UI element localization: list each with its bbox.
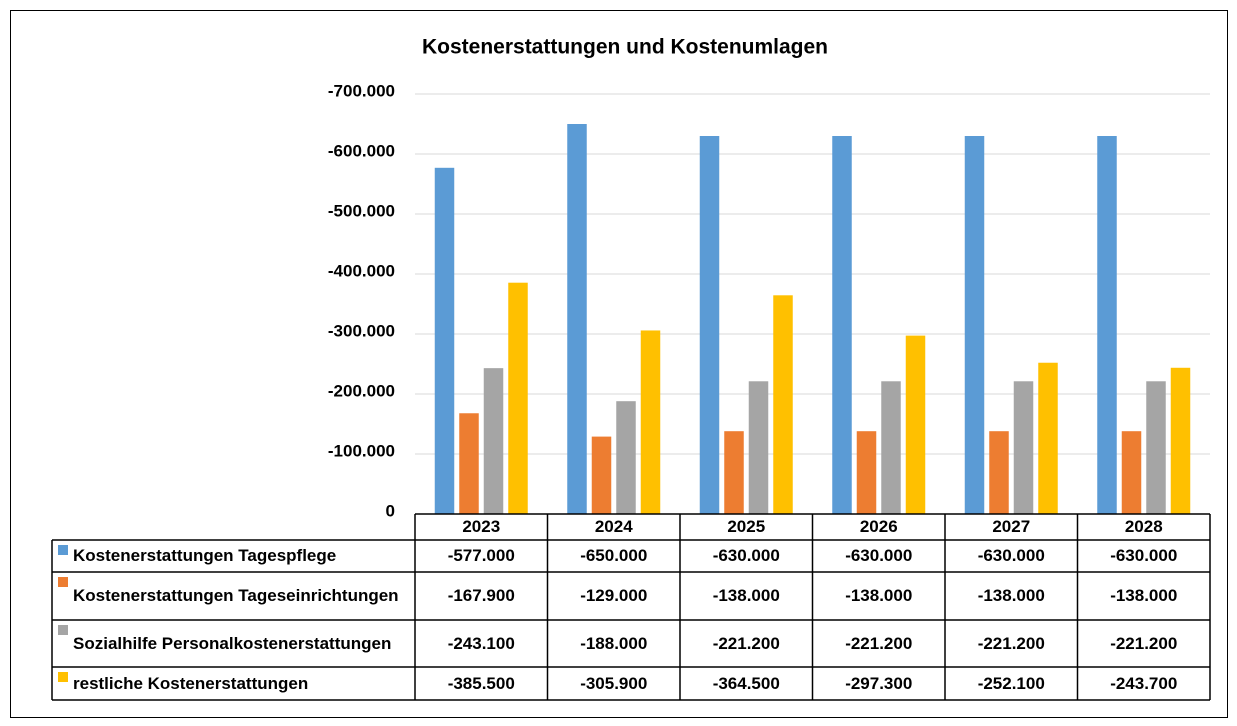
legend-entry: Kostenerstattungen Tageseinrichtungen [52, 572, 415, 620]
chart-title: Kostenerstattungen und Kostenumlagen [422, 36, 828, 59]
table-value: -138.000 [712, 586, 780, 605]
table-value: -221.200 [1110, 633, 1178, 653]
bar [964, 136, 985, 514]
bar [1121, 431, 1142, 514]
bar [508, 282, 528, 514]
table-value: -167.900 [447, 586, 515, 605]
table-value: -297.300 [845, 673, 913, 693]
bar [616, 401, 636, 514]
table-value: -138.000 [1110, 586, 1178, 605]
bar [459, 413, 479, 514]
table-value: -577.000 [447, 546, 515, 565]
table-value: -305.900 [580, 673, 648, 693]
legend-label: Kostenerstattungen Tagespflege [73, 546, 337, 565]
table-value: -630.000 [977, 546, 1045, 565]
bar [989, 431, 1009, 514]
legend-swatch [58, 545, 68, 555]
x-tick-label: 2027 [992, 517, 1031, 536]
table-value: -243.100 [447, 633, 515, 653]
bar [748, 381, 769, 514]
bar [1170, 367, 1191, 514]
legend-entry: restliche Kostenerstattungen [52, 667, 415, 700]
bar [1097, 136, 1117, 514]
x-tick-label: 2023 [462, 517, 501, 536]
y-tick-label: -500.000 [328, 201, 395, 220]
table-value: -129.000 [580, 586, 648, 605]
x-tick-label: 2025 [727, 517, 766, 536]
x-tick-label: 2026 [859, 517, 898, 536]
table-value: -650.000 [580, 546, 648, 565]
table-value: -252.100 [977, 673, 1045, 693]
bar [724, 431, 744, 514]
table-value: -221.200 [845, 633, 913, 653]
bar [905, 335, 926, 514]
x-tick-label: 2028 [1124, 517, 1163, 536]
y-tick-label: -700.000 [328, 81, 395, 100]
legend-swatch [58, 577, 68, 587]
bar [699, 136, 720, 514]
chart-frame [10, 10, 1228, 718]
bar [1038, 362, 1058, 514]
bar [1146, 381, 1166, 514]
x-tick-label: 2024 [594, 517, 633, 536]
table-value: -188.000 [580, 633, 648, 653]
table-value: -221.200 [977, 633, 1045, 653]
table-value: -385.500 [447, 673, 515, 693]
bar [640, 330, 661, 514]
legend-entry: Kostenerstattungen Tagespflege [52, 540, 415, 572]
legend-label: restliche Kostenerstattungen [73, 673, 309, 693]
table-value: -630.000 [712, 546, 780, 565]
table-value: -243.700 [1110, 673, 1178, 693]
legend-entry: Sozialhilfe Personalkostenerstattungen [52, 620, 415, 667]
table-value: -630.000 [1110, 546, 1178, 565]
legend-label: Kostenerstattungen Tageseinrichtungen [73, 586, 399, 605]
y-tick-label: -600.000 [328, 141, 395, 160]
y-tick-label: -300.000 [328, 321, 395, 340]
y-tick-label: -100.000 [328, 441, 395, 460]
bar [567, 124, 587, 514]
table-value: -630.000 [845, 546, 913, 565]
y-tick-label: -400.000 [328, 261, 395, 280]
table-value: -221.200 [712, 633, 780, 653]
bar [856, 431, 877, 514]
bar [434, 167, 455, 515]
bar [483, 368, 504, 514]
legend-swatch [58, 672, 68, 682]
bar [591, 436, 612, 514]
bar [832, 136, 852, 514]
y-tick-label: 0 [386, 501, 395, 520]
legend-label: Sozialhilfe Personalkostenerstattungen [73, 633, 392, 653]
bar [773, 295, 793, 514]
bar [1013, 381, 1034, 514]
table-value: -138.000 [977, 586, 1045, 605]
table-value: -364.500 [712, 673, 780, 693]
legend-swatch [58, 625, 68, 635]
bar [881, 381, 901, 514]
y-tick-label: -200.000 [328, 381, 395, 400]
table-value: -138.000 [845, 586, 913, 605]
